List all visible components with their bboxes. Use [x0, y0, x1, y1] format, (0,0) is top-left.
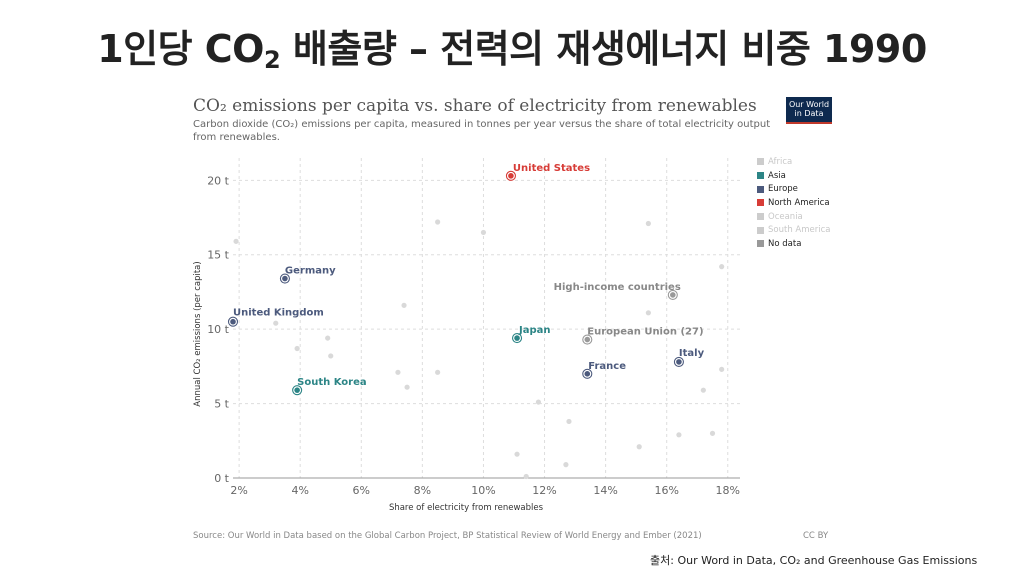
label-germany: Germany [285, 266, 336, 277]
label-south-korea: South Korea [297, 377, 366, 388]
background-data-point[interactable] [523, 473, 529, 480]
background-data-point[interactable] [395, 369, 401, 375]
background-data-point[interactable] [645, 220, 651, 227]
background-data-point[interactable] [676, 432, 682, 438]
point-germany[interactable] [282, 275, 288, 282]
legend-swatch [757, 199, 764, 207]
chart-subtitle: Carbon dioxide (CO₂) emissions per capit… [193, 119, 771, 143]
background-data-point[interactable] [328, 353, 334, 359]
background-data-point[interactable] [535, 399, 542, 405]
slide-title: 1인당 CO2 배출량 – 전력의 재생에너지 비중 1990 [97, 27, 927, 74]
x-tick-label: 8% [414, 484, 431, 497]
legend-swatch [757, 158, 764, 166]
label-japan: Japan [518, 325, 551, 336]
legend-item-no-data[interactable]: No data [757, 237, 830, 251]
point-united-states[interactable] [508, 173, 514, 179]
y-tick-label: 20 t [207, 174, 229, 187]
x-axis-label: Share of electricity from renewables [389, 503, 544, 513]
x-tick-label: 6% [353, 484, 370, 497]
background-data-point[interactable] [233, 238, 239, 244]
background-data-point[interactable] [566, 418, 572, 425]
legend-item-europe[interactable]: Europe [757, 182, 830, 196]
legend-item-oceania[interactable]: Oceania [757, 210, 830, 224]
legend-swatch [757, 213, 764, 221]
y-axis-label: Annual CO₂ emissions (per capita) [193, 261, 203, 406]
background-data-point[interactable] [719, 264, 725, 270]
background-data-point[interactable] [273, 320, 279, 326]
background-data-point[interactable] [404, 384, 410, 390]
source-note: Source: Our World in Data based on the G… [193, 531, 702, 541]
legend-label: Asia [768, 170, 786, 181]
license-link[interactable]: CC BY [803, 531, 829, 541]
credit-note: 출처: Our Word in Data, CO₂ and Greenhouse… [650, 554, 978, 567]
point-italy[interactable] [676, 359, 682, 365]
background-data-point[interactable] [700, 387, 706, 393]
legend-label: North America [768, 197, 830, 208]
point-france[interactable] [584, 371, 591, 377]
y-tick-label: 5 t [214, 398, 229, 411]
x-tick-label: 12% [532, 484, 556, 497]
x-tick-label: 18% [716, 484, 740, 497]
owid-logo[interactable]: Our World in Data [786, 97, 832, 124]
legend-label: Oceania [768, 211, 803, 222]
background-data-point[interactable] [719, 366, 725, 372]
legend-label: No data [768, 238, 802, 249]
background-data-point[interactable] [294, 345, 300, 352]
x-tick-label: 2% [230, 484, 247, 497]
x-tick-label: 14% [593, 484, 617, 497]
legend-swatch [757, 172, 764, 180]
background-data-point[interactable] [514, 451, 520, 457]
label-italy: Italy [679, 348, 705, 359]
point-united-kingdom[interactable] [230, 318, 236, 325]
x-tick-label: 10% [471, 484, 495, 497]
point-european-union-27[interactable] [584, 336, 591, 343]
legend: Africa Asia Europe North America Oceania Sout… [757, 155, 830, 251]
legend-item-africa[interactable]: Africa [757, 155, 830, 169]
background-data-point[interactable] [636, 444, 642, 450]
label-united-states: United States [513, 163, 590, 174]
legend-item-north-america[interactable]: North America [757, 196, 830, 210]
background-data-point[interactable] [435, 219, 441, 225]
legend-swatch [757, 240, 764, 248]
legend-item-south-america[interactable]: South America [757, 223, 830, 237]
legend-label: South America [768, 225, 831, 236]
background-data-point[interactable] [709, 430, 716, 436]
x-tick-label: 4% [291, 484, 308, 497]
legend-swatch [757, 185, 764, 193]
background-data-point[interactable] [435, 369, 441, 375]
background-data-point[interactable] [401, 302, 407, 308]
label-european-union-27: European Union (27) [587, 327, 703, 338]
label-france: France [588, 361, 626, 372]
legend-swatch [757, 226, 764, 234]
legend-label: Africa [768, 156, 793, 167]
point-south-korea[interactable] [294, 387, 300, 393]
label-high-income-countries: High-income countries [554, 282, 681, 293]
background-data-point[interactable] [325, 335, 331, 341]
background-data-point[interactable] [563, 462, 569, 468]
label-united-kingdom: United Kingdom [233, 308, 324, 319]
background-data-point[interactable] [645, 310, 651, 316]
y-tick-label: 15 t [207, 249, 229, 262]
legend-item-asia[interactable]: Asia [757, 169, 830, 183]
point-japan[interactable] [514, 335, 520, 341]
x-tick-label: 16% [654, 484, 678, 497]
background-data-point[interactable] [480, 229, 487, 236]
point-high-income-countries[interactable] [670, 292, 676, 298]
legend-label: Europe [768, 184, 798, 195]
y-tick-label: 10 t [207, 323, 229, 336]
chart-title: CO₂ emissions per capita vs. share of el… [193, 96, 757, 116]
y-tick-label: 0 t [214, 472, 229, 485]
